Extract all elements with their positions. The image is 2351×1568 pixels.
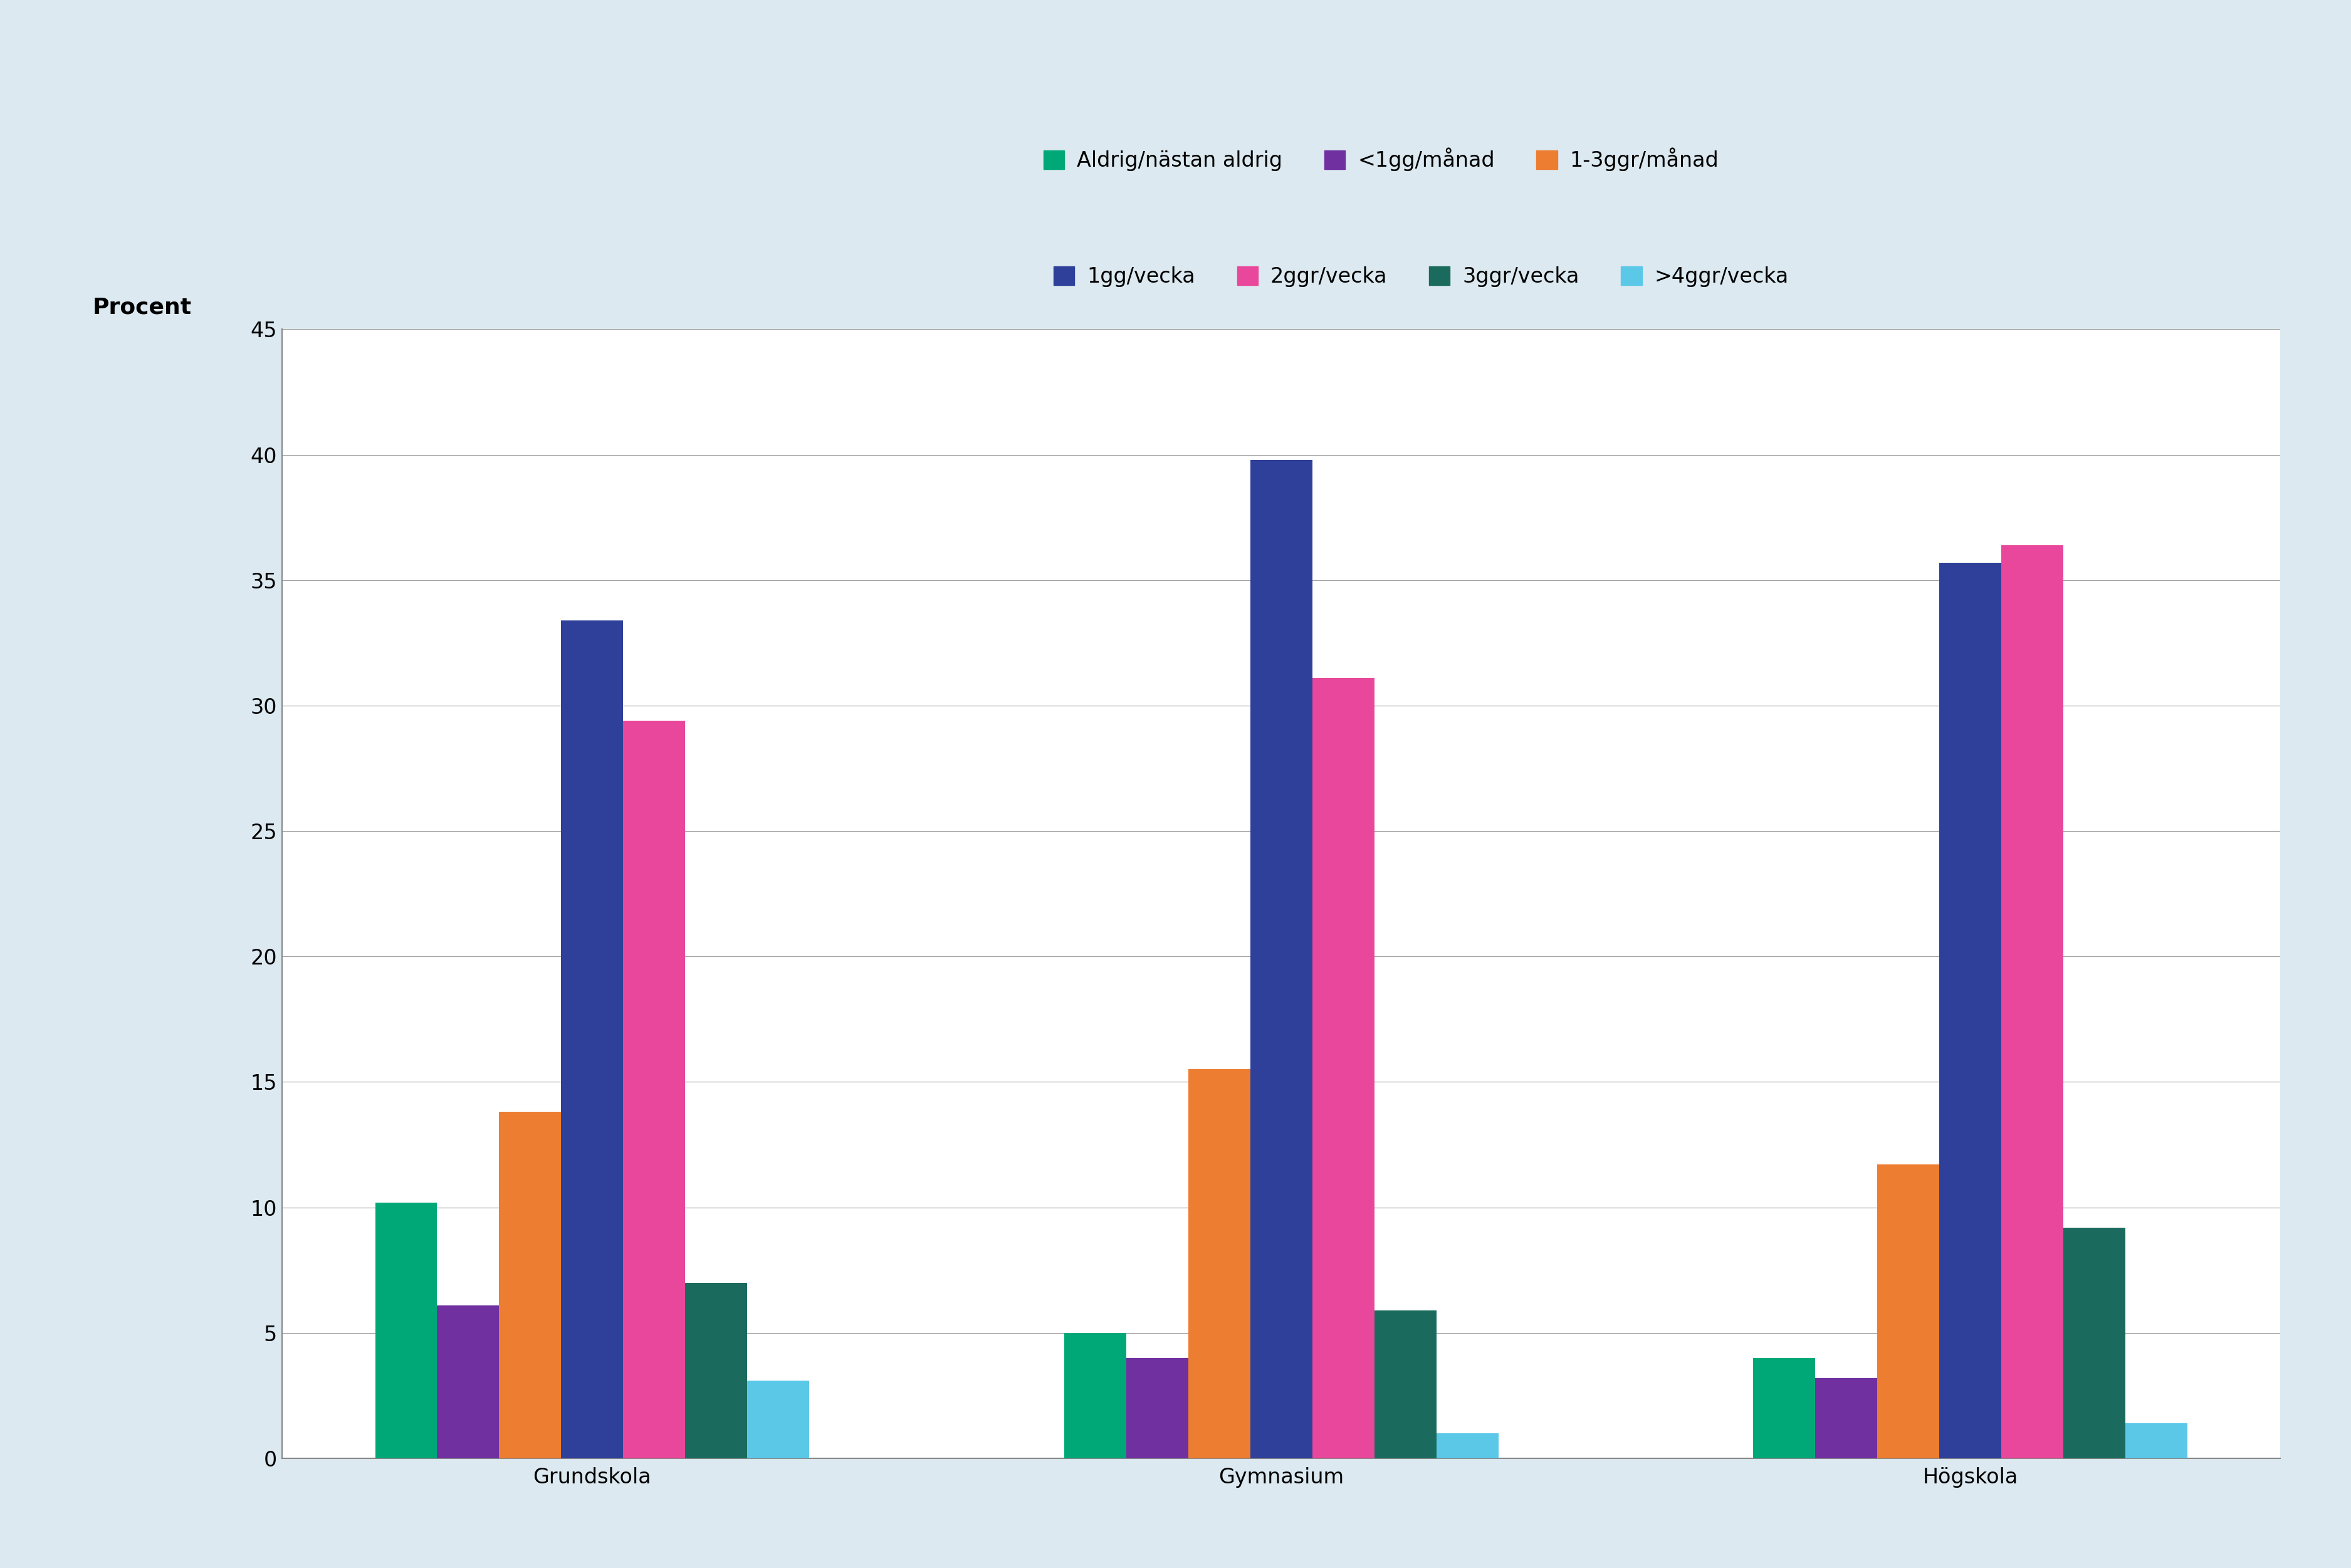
Bar [1375, 1311, 1436, 1458]
Bar [376, 1203, 437, 1458]
Text: Procent: Procent [92, 296, 190, 318]
Bar [2001, 546, 2064, 1458]
Bar [684, 1283, 748, 1458]
Legend: 1gg/vecka, 2ggr/vecka, 3ggr/vecka, >4ggr/vecka: 1gg/vecka, 2ggr/vecka, 3ggr/vecka, >4ggr… [1053, 267, 1789, 287]
Bar [1815, 1378, 1878, 1458]
Bar [437, 1305, 498, 1458]
Bar [623, 721, 684, 1458]
Bar [1251, 459, 1312, 1458]
Bar [498, 1112, 562, 1458]
Bar [748, 1380, 809, 1458]
Bar [1436, 1433, 1498, 1458]
Bar [1065, 1333, 1126, 1458]
Bar [1878, 1165, 1940, 1458]
Bar [1754, 1358, 1815, 1458]
Bar [1312, 677, 1375, 1458]
Bar [1126, 1358, 1187, 1458]
Bar [562, 621, 623, 1458]
Bar [2064, 1228, 2125, 1458]
Bar [1940, 563, 2001, 1458]
Bar [1187, 1069, 1251, 1458]
Bar [2125, 1424, 2186, 1458]
